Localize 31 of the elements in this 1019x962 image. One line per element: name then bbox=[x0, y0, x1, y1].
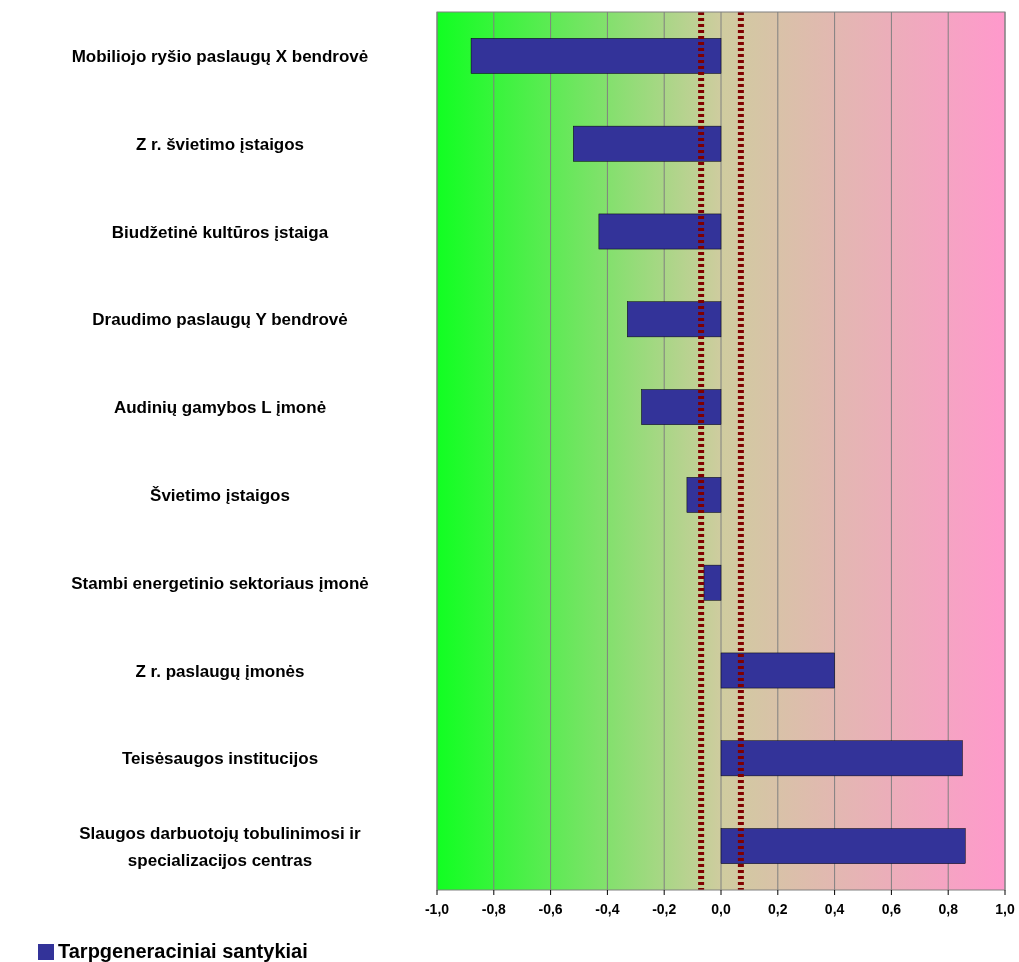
y-tick-label: Biudžetinė kultūros įstaiga bbox=[111, 222, 329, 242]
y-tick-label: Slaugos darbuotojų tobulinimosi ir specializacijos centras bbox=[79, 823, 362, 870]
x-tick-label: 0,2 bbox=[768, 901, 788, 917]
text: Tarpgeneraciniai santykiai bbox=[58, 940, 308, 962]
x-tick-label: 0,0 bbox=[711, 901, 731, 917]
y-tick-label: Z r. švietimo įstaigos bbox=[135, 134, 305, 154]
y-tick-label: Draudimo paslaugų Y bendrovė bbox=[92, 310, 348, 330]
x-tick-label: -1,0 bbox=[424, 901, 450, 917]
x-tick-label: 0,8 bbox=[938, 901, 959, 917]
bar bbox=[573, 125, 722, 162]
bar bbox=[703, 564, 722, 601]
x-tick-label: -0,6 bbox=[538, 901, 563, 917]
x-tick-label: 1,0 bbox=[995, 901, 1015, 917]
y-tick-label: Švietimo įstaigos bbox=[150, 485, 290, 505]
bar bbox=[470, 38, 722, 74]
bar bbox=[598, 213, 722, 250]
bar bbox=[641, 389, 722, 425]
x-tick-label: 0,6 bbox=[881, 901, 902, 917]
y-tick-label: Z r. paslaugų įmonės bbox=[135, 661, 305, 681]
bar bbox=[627, 301, 722, 338]
y-tick-label: Mobiliojo ryšio paslaugų X bendrovė bbox=[71, 46, 369, 66]
x-tick-label: 0,4 bbox=[824, 901, 845, 917]
y-tick-label: Teisėsaugos institucijos bbox=[121, 749, 319, 769]
bar bbox=[720, 828, 966, 864]
x-tick-label: -0,4 bbox=[595, 901, 620, 917]
y-tick-label: Stambi energetinio sektoriaus įmonė bbox=[71, 573, 369, 593]
x-tick-label: -0,8 bbox=[481, 901, 507, 917]
x-tick-label: -0,2 bbox=[652, 901, 677, 917]
bar bbox=[720, 652, 835, 689]
y-tick-label: Audinių gamybos L įmonė bbox=[113, 398, 327, 418]
bar bbox=[720, 740, 963, 777]
